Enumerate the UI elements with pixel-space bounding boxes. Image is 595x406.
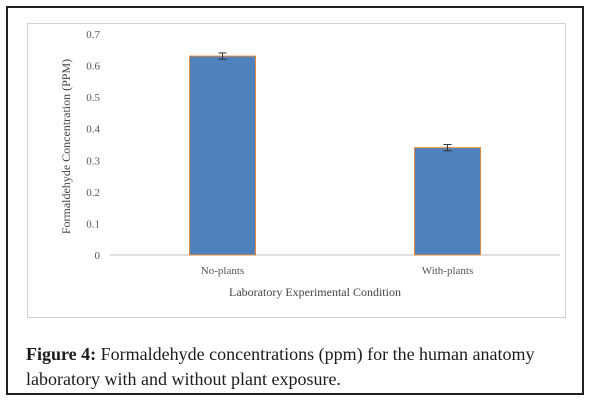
figure-caption: Figure 4: Formaldehyde concentrations (p…	[26, 342, 574, 392]
y-tick-label: 0.6	[86, 61, 100, 73]
bar-no-plants	[189, 55, 256, 256]
y-tick-label: 0.3	[86, 155, 100, 167]
figure-frame: Figure 4: Formaldehyde concentrations (p…	[6, 6, 584, 395]
y-tick-label: 0.4	[86, 124, 100, 136]
bar-with-plants	[414, 147, 481, 256]
y-tick-label: 0	[95, 250, 101, 262]
x-tick-label: With-plants	[422, 265, 474, 277]
y-tick-label: 0.7	[86, 29, 100, 41]
caption-label: Figure 4:	[26, 344, 97, 364]
y-axis-ticks: 0 0.1 0.2 0.3 0.4 0.5 0.6 0.7	[86, 29, 100, 262]
x-axis-ticks: No-plants With-plants	[201, 265, 473, 277]
y-tick-label: 0.5	[86, 92, 100, 104]
y-tick-label: 0.2	[86, 187, 100, 199]
x-tick-label: No-plants	[201, 265, 244, 277]
caption-text: Formaldehyde concentrations (ppm) for th…	[26, 344, 535, 389]
x-axis-label: Laboratory Experimental Condition	[229, 285, 401, 299]
bars	[189, 52, 481, 256]
y-tick-label: 0.1	[86, 218, 100, 230]
y-axis-label: Formaldehyde Concentration (PPM)	[59, 59, 73, 234]
